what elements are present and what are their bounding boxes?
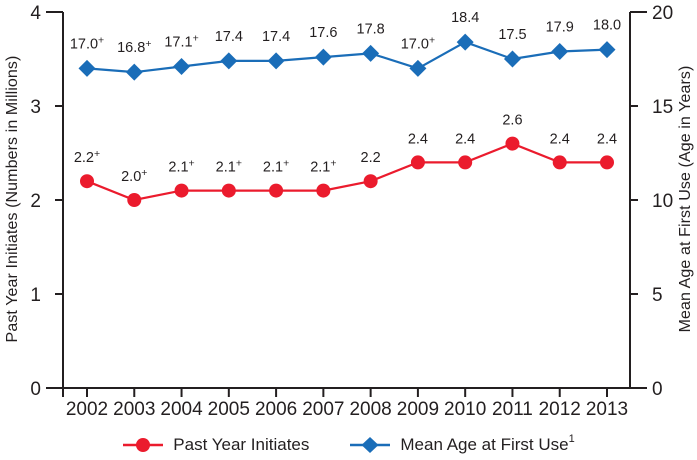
x-axis-tick-label: 2007 <box>302 399 344 420</box>
x-axis-tick-label: 2002 <box>66 399 108 420</box>
data-point-label: 2.4 <box>550 131 570 147</box>
data-point-diamond <box>125 63 143 81</box>
x-axis-tick-label: 2006 <box>255 399 297 420</box>
superscript-plus: + <box>94 148 100 160</box>
series-line-1 <box>86 40 608 74</box>
superscript-plus: + <box>283 158 289 170</box>
legend-footnote-superscript: 1 <box>568 433 575 446</box>
x-axis-tick-label: 2008 <box>349 399 391 420</box>
data-point-diamond <box>456 33 474 51</box>
data-point-label: 2.1+ <box>263 158 289 176</box>
data-point-label: 17.4 <box>215 29 243 45</box>
data-point-diamond <box>362 44 380 62</box>
data-point-circle <box>458 155 473 170</box>
data-point-diamond <box>409 59 427 77</box>
data-point-label: 16.8+ <box>117 38 151 56</box>
left-axis-tick-label: 2 <box>30 191 41 212</box>
right-axis-tick-label: 10 <box>652 191 673 212</box>
superscript-plus: + <box>193 33 199 45</box>
data-point-circle <box>363 174 378 189</box>
legend-item-past-year-initiates: Past Year Initiates <box>122 435 309 455</box>
legend: Past Year Initiates Mean Age at First Us… <box>0 432 697 458</box>
data-point-label: 2.6 <box>502 113 522 129</box>
legend-circle-marker <box>136 438 151 452</box>
legend-marker-diamond-icon <box>350 437 391 453</box>
data-point-circle <box>600 155 614 170</box>
data-point-label: 2.2 <box>361 150 381 166</box>
legend-label: Past Year Initiates <box>173 435 310 454</box>
x-axis-tick-label: 2003 <box>113 399 155 420</box>
x-axis-tick-label: 2012 <box>539 399 581 420</box>
data-point-label: 17.1+ <box>164 33 198 51</box>
x-axis-tick-label: 2013 <box>586 399 628 420</box>
data-point-circle <box>505 136 520 151</box>
legend-label-text: Mean Age at First Use <box>400 435 569 454</box>
series-line-0 <box>86 142 607 202</box>
x-axis-tick-label: 2005 <box>208 399 250 420</box>
data-point-label: 17.0+ <box>401 34 435 52</box>
x-axis-tick-label: 2011 <box>492 399 533 420</box>
data-point-circle <box>80 174 94 189</box>
data-point-label: 2.2+ <box>74 148 100 166</box>
data-point-label: 17.5 <box>498 27 526 43</box>
data-point-label: 17.9 <box>546 19 574 35</box>
data-point-diamond <box>598 41 616 59</box>
right-axis-title: Mean Age at First Use (Age in Years) <box>677 65 694 333</box>
legend-diamond-marker <box>361 437 379 453</box>
right-axis-tick-label: 15 <box>652 97 673 118</box>
data-point-diamond <box>78 59 96 77</box>
legend-label: Mean Age at First Use1 <box>400 433 575 455</box>
data-point-diamond <box>503 50 521 68</box>
superscript-plus: + <box>98 34 104 46</box>
data-point-circle <box>221 183 236 198</box>
x-axis-tick-label: 2004 <box>160 399 203 420</box>
data-point-label: 2.4 <box>408 131 428 147</box>
legend-item-mean-age-at-first-use: Mean Age at First Use1 <box>349 433 575 455</box>
data-point-diamond <box>173 58 191 76</box>
data-point-diamond <box>314 48 332 66</box>
superscript-plus: + <box>141 167 147 179</box>
data-point-diamond <box>220 52 238 70</box>
data-point-label: 18.0 <box>593 18 621 34</box>
superscript-plus: + <box>330 158 336 170</box>
data-point-circle <box>127 193 142 207</box>
data-point-label: 2.4 <box>597 131 617 147</box>
left-axis-tick-label: 0 <box>30 379 41 400</box>
superscript-plus: + <box>236 158 242 170</box>
data-point-label: 17.8 <box>357 21 385 37</box>
x-axis-tick-label: 2010 <box>444 399 486 420</box>
superscript-plus: + <box>429 34 435 46</box>
superscript-plus: + <box>189 158 195 170</box>
data-point-circle <box>269 183 284 198</box>
data-point-label: 17.6 <box>309 25 337 41</box>
data-point-circle <box>316 183 331 198</box>
data-point-label: 17.0+ <box>70 34 104 52</box>
data-point-label: 2.0+ <box>121 167 147 185</box>
data-point-circle <box>552 155 567 170</box>
data-point-label: 2.1+ <box>310 158 336 176</box>
data-point-label: 2.1+ <box>216 158 242 176</box>
data-point-circle <box>174 183 189 198</box>
left-axis-title: Past Year Initiates (Numbers in Millions… <box>4 55 21 343</box>
left-axis-tick-label: 3 <box>30 97 41 118</box>
data-point-diamond <box>267 52 285 70</box>
data-point-label: 2.1+ <box>168 158 194 176</box>
left-axis-tick-label: 4 <box>30 3 41 24</box>
right-axis-tick-label: 20 <box>652 3 673 24</box>
x-axis-tick-label: 2009 <box>397 399 439 420</box>
data-point-label: 2.4 <box>455 131 475 147</box>
superscript-plus: + <box>145 38 151 50</box>
legend-marker-circle-icon <box>123 438 164 452</box>
right-axis-tick-label: 0 <box>652 379 663 400</box>
data-point-diamond <box>551 42 569 60</box>
left-axis-tick-label: 1 <box>30 285 41 306</box>
data-point-label: 17.4 <box>262 29 290 45</box>
data-point-label: 18.4 <box>451 10 479 26</box>
data-point-circle <box>410 155 425 170</box>
right-axis-tick-label: 5 <box>652 285 663 306</box>
